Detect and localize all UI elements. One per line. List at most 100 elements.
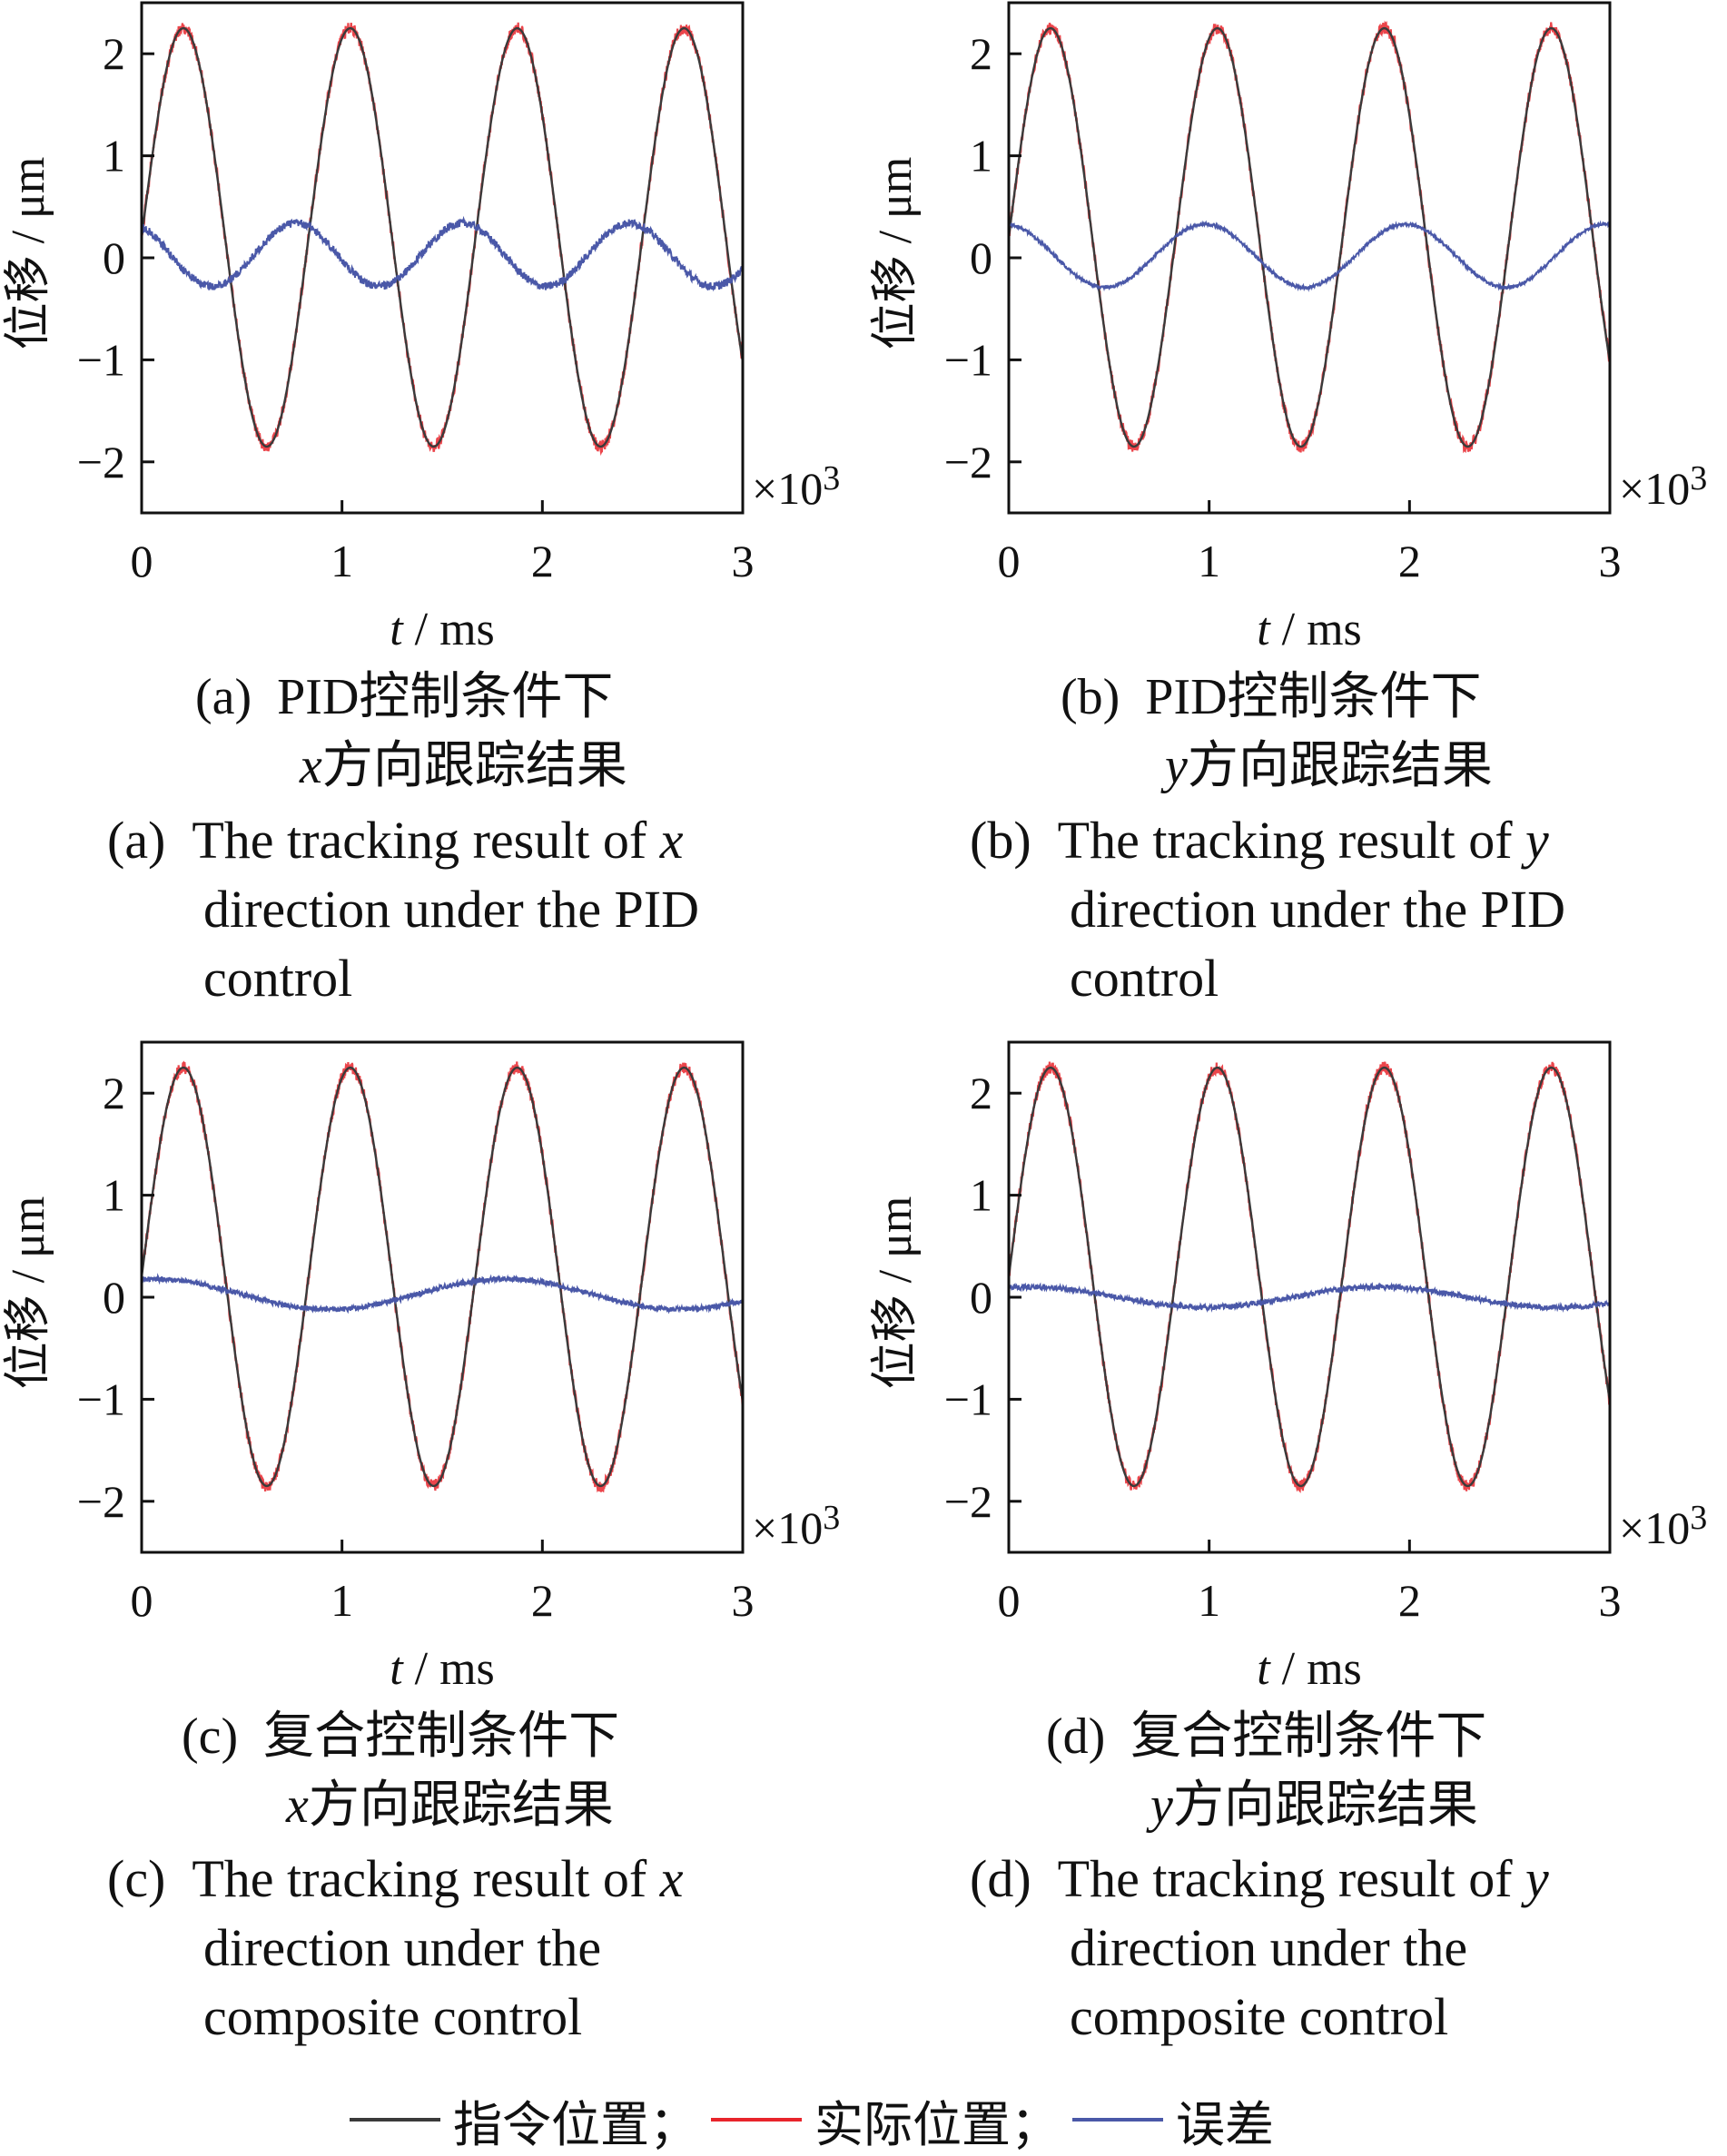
y-tick-label-c-1: −1 — [77, 1373, 125, 1424]
caption-d-en-prefix: (d) — [970, 1849, 1031, 1908]
caption-a-en-var: x — [659, 811, 684, 870]
caption-b-cn-var: y — [1165, 738, 1188, 794]
series-error-c — [142, 1273, 743, 1314]
y-axis-label-b: 位移 / μm — [870, 157, 922, 350]
x-multiplier-c: ×103 — [752, 1499, 840, 1553]
x-multiplier-exp-d: 3 — [1690, 1499, 1707, 1537]
y-tick-label-b-2: 0 — [970, 232, 992, 283]
caption-b-en-prefix: (b) — [970, 811, 1031, 870]
y-axis-label-d: 位移 / μm — [870, 1196, 922, 1390]
x-tick-label-a-2: 2 — [531, 536, 554, 586]
series-error-b — [1009, 220, 1610, 292]
caption-d-en-line1: The tracking result of — [1057, 1849, 1513, 1908]
caption-b-en: (b) The tracking result of y direction u… — [970, 806, 1565, 1013]
series-group-c — [142, 1060, 743, 1493]
caption-d-cn-line2: 方向跟踪结果 — [1172, 1777, 1478, 1834]
y-tick-label-b-3: 1 — [970, 131, 992, 182]
x-tick-label-c-3: 3 — [732, 1575, 755, 1626]
caption-b-cn: (b) PID控制条件下 y方向跟踪结果 — [1061, 663, 1493, 801]
y-tick-label-c-0: −2 — [77, 1476, 125, 1527]
x-multiplier-exp-a: 3 — [823, 459, 840, 497]
x-tick-label-c-1: 1 — [331, 1575, 353, 1626]
y-tick-label-b-4: 2 — [970, 28, 992, 79]
panel-a: 0 1 2 3 −2 −1 0 1 2 ×103 t / ms 位移 / μm — [3, 1, 840, 655]
caption-b-cn-line2: 方向跟踪结果 — [1187, 738, 1493, 794]
x-tick-label-c-2: 2 — [531, 1575, 554, 1626]
caption-c-en: (c) The tracking result of x direction u… — [107, 1845, 684, 2052]
panel-d: 0 1 2 3 −2 −1 0 1 2 ×103 t / ms 位移 / μm — [870, 1040, 1707, 1695]
x-tick-label-d-0: 0 — [998, 1575, 1021, 1626]
y-tick-label-a-4: 2 — [103, 28, 125, 79]
caption-d-prefix: (d) — [1046, 1708, 1106, 1765]
y-tick-label-a-0: −2 — [77, 437, 125, 487]
y-axis-label-a: 位移 / μm — [3, 157, 54, 350]
y-tick-label-d-1: −1 — [944, 1373, 992, 1424]
x-tick-label-a-3: 3 — [732, 536, 755, 586]
x-tick-label-c-0: 0 — [131, 1575, 153, 1626]
y-tick-label-d-2: 0 — [970, 1272, 992, 1323]
x-tick-label-d-2: 2 — [1398, 1575, 1421, 1626]
caption-d-en-var: y — [1525, 1849, 1549, 1908]
legend-swatch-command — [350, 2118, 440, 2122]
x-axis-label-b: t / ms — [1257, 604, 1362, 655]
y-tick-label-a-1: −1 — [77, 334, 125, 385]
caption-a-en-line3: control — [203, 949, 353, 1008]
y-tick-label-d-3: 1 — [970, 1170, 992, 1221]
legend-item-actual: 实际位置； — [711, 2084, 1072, 2156]
caption-d-en-line3: composite control — [1070, 1987, 1449, 2046]
series-actual-c — [142, 1060, 743, 1493]
caption-c-en-var: x — [659, 1849, 684, 1908]
series-actual-d — [1009, 1061, 1610, 1493]
series-error-d — [1009, 1281, 1610, 1314]
caption-a-cn-line1: PID控制条件下 — [277, 669, 614, 725]
series-actual-b — [1009, 20, 1610, 454]
y-tick-label-d-4: 2 — [970, 1068, 992, 1118]
caption-b-en-line1: The tracking result of — [1057, 811, 1513, 870]
y-tick-label-d-0: −2 — [944, 1476, 992, 1527]
x-tick-label-b-2: 2 — [1398, 536, 1421, 586]
y-axis-label-c: 位移 / μm — [3, 1196, 54, 1390]
series-command-b — [1009, 26, 1610, 448]
legend-label-error: 误差 — [1176, 2095, 1274, 2153]
panel-b: 0 1 2 3 −2 −1 0 1 2 ×103 t / ms 位移 / μm — [870, 1, 1707, 655]
caption-b-prefix: (b) — [1061, 669, 1120, 725]
caption-c-cn-line2: 方向跟踪结果 — [308, 1777, 614, 1834]
x-axis-label-c: t / ms — [390, 1643, 495, 1695]
caption-c-en-line3: composite control — [203, 1987, 583, 2046]
caption-a-prefix: (a) — [195, 669, 252, 725]
y-tick-label-a-3: 1 — [103, 131, 125, 182]
y-tick-label-b-1: −1 — [944, 334, 992, 385]
x-tick-label-a-0: 0 — [131, 536, 153, 586]
caption-d-cn-var: y — [1150, 1777, 1173, 1834]
caption-b-en-line2: direction under the PID — [1070, 880, 1566, 939]
caption-c-en-line2: direction under the — [203, 1918, 602, 1977]
legend-label-actual: 实际位置； — [814, 2095, 1060, 2153]
caption-d-cn-line1: 复合控制条件下 — [1130, 1708, 1487, 1765]
series-command-a — [142, 26, 743, 448]
x-tick-label-a-1: 1 — [331, 536, 353, 586]
caption-a-cn: (a) PID控制条件下 x方向跟踪结果 — [195, 663, 627, 801]
caption-a-en-prefix: (a) — [107, 811, 166, 870]
legend-swatch-error — [1072, 2118, 1163, 2122]
x-tick-label-b-3: 3 — [1599, 536, 1622, 586]
caption-c-cn-var: x — [286, 1777, 309, 1834]
series-group-d — [1009, 1061, 1610, 1493]
y-tick-label-c-2: 0 — [103, 1272, 125, 1323]
panel-c: 0 1 2 3 −2 −1 0 1 2 ×103 t / ms 位移 / μm — [3, 1040, 840, 1695]
x-tick-label-d-1: 1 — [1198, 1575, 1220, 1626]
caption-c-prefix: (c) — [182, 1708, 239, 1765]
y-tick-label-a-2: 0 — [103, 232, 125, 283]
caption-c-cn-line1: 复合控制条件下 — [263, 1708, 620, 1765]
legend-item-error: 误差 — [1072, 2084, 1274, 2156]
legend-item-command: 指令位置； — [350, 2084, 711, 2156]
caption-a-en-line1: The tracking result of — [192, 811, 647, 870]
legend-swatch-actual — [711, 2118, 802, 2122]
x-multiplier-a: ×103 — [752, 459, 840, 514]
caption-c-en-prefix: (c) — [107, 1849, 166, 1908]
x-tick-label-d-3: 3 — [1599, 1575, 1622, 1626]
series-group-a — [142, 22, 743, 457]
caption-d-en: (d) The tracking result of y direction u… — [970, 1845, 1549, 2052]
x-multiplier-d: ×103 — [1619, 1499, 1707, 1553]
